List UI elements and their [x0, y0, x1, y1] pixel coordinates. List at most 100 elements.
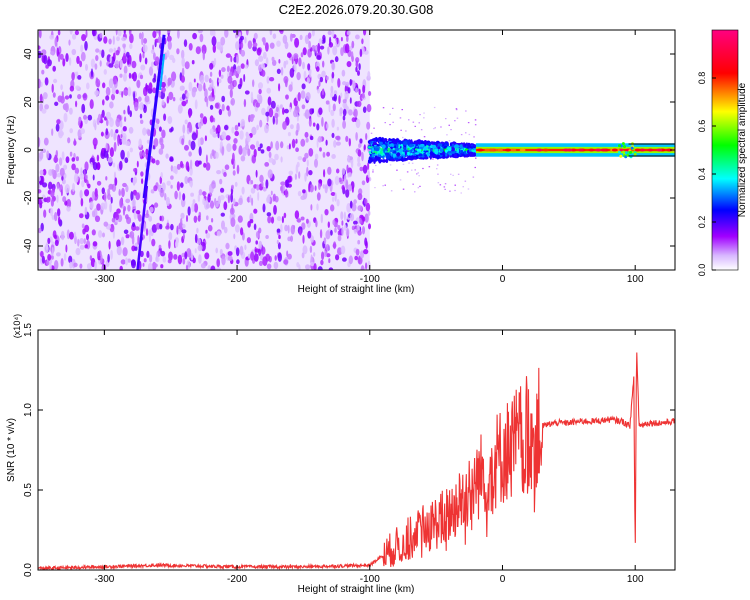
- noise-blob: [136, 160, 139, 168]
- noise-blob: [347, 184, 353, 192]
- snr-frame: [37, 329, 676, 571]
- noise-blob: [290, 235, 293, 242]
- noise-blob: [296, 161, 300, 168]
- noise-blob: [197, 244, 203, 252]
- noise-blob: [189, 180, 194, 187]
- noise-blob: [266, 76, 270, 84]
- noise-blob: [115, 212, 120, 221]
- noise-blob: [357, 239, 361, 245]
- scatter-pixel: [399, 117, 402, 119]
- noise-blob: [251, 197, 254, 206]
- colorbar: 0.0 0.2 0.4 0.6 0.8 Normalized spectral ampl…: [697, 29, 748, 277]
- noise-blob: [227, 109, 232, 117]
- scatter-pixel: [455, 109, 458, 111]
- noise-blob: [293, 53, 299, 60]
- band-blob: [398, 155, 402, 159]
- noise-blob: [238, 197, 243, 206]
- noise-blob: [115, 50, 120, 56]
- noise-blob: [318, 80, 321, 87]
- noise-blob: [270, 216, 275, 224]
- noise-blob: [271, 56, 275, 62]
- noise-blob: [100, 254, 103, 264]
- band-blob: [437, 143, 443, 147]
- noise-blob: [358, 88, 361, 96]
- scatter-pixel: [414, 169, 416, 171]
- noise-blob: [304, 34, 309, 45]
- band-blob: [469, 146, 473, 149]
- noise-blob: [253, 148, 257, 158]
- noise-blob: [54, 211, 58, 222]
- noise-blob: [170, 126, 174, 132]
- noise-blob: [321, 70, 326, 78]
- scatter-pixel: [465, 132, 467, 134]
- noise-blob: [108, 38, 112, 45]
- noise-blob: [42, 182, 48, 188]
- noise-blob: [206, 97, 209, 108]
- noise-blob: [95, 55, 99, 61]
- noise-blob: [275, 116, 279, 125]
- band-blob: [467, 149, 470, 154]
- noise-blob: [367, 162, 370, 171]
- noise-blob: [167, 40, 172, 50]
- noise-blob: [116, 245, 122, 256]
- noise-blob: [358, 255, 361, 265]
- band-blob: [448, 152, 453, 156]
- noise-blob: [306, 218, 309, 224]
- noise-blob: [309, 184, 314, 193]
- noise-blob: [303, 70, 307, 81]
- noise-blob: [211, 36, 217, 47]
- noise-blob: [345, 81, 350, 87]
- noise-blob: [148, 66, 154, 76]
- noise-blob: [77, 75, 82, 80]
- noise-blob: [145, 228, 149, 237]
- noise-blob: [117, 30, 122, 37]
- noise-blob: [142, 44, 148, 53]
- scatter-pixel: [417, 172, 419, 174]
- tone-peak: [504, 148, 511, 152]
- noise-blob: [221, 255, 226, 266]
- noise-blob: [231, 184, 234, 190]
- noise-blob: [151, 238, 156, 247]
- band-blob: [396, 152, 401, 157]
- noise-blob: [167, 116, 173, 124]
- noise-blob: [154, 202, 159, 208]
- noise-blob: [348, 138, 351, 147]
- noise-blob: [364, 237, 368, 247]
- noise-blob: [290, 224, 295, 235]
- band-blob: [450, 147, 455, 152]
- noise-blob: [363, 144, 366, 151]
- noise-blob: [277, 242, 281, 250]
- noise-blob: [55, 163, 60, 173]
- noise-blob: [131, 259, 136, 269]
- noise-blob: [153, 73, 157, 81]
- noise-blob: [138, 138, 142, 148]
- noise-blob: [347, 172, 352, 178]
- noise-blob: [284, 78, 288, 88]
- tone-peak: [484, 148, 491, 152]
- noise-blob: [272, 193, 276, 202]
- noise-blob: [168, 91, 174, 101]
- noise-blob: [184, 251, 188, 260]
- noise-blob: [179, 160, 184, 168]
- band-blob: [398, 148, 403, 153]
- noise-blob: [209, 30, 214, 36]
- noise-blob: [234, 130, 239, 137]
- noise-blob: [349, 213, 355, 222]
- noise-blob: [79, 213, 84, 219]
- noise-blob: [135, 226, 140, 231]
- noise-blob: [115, 30, 118, 36]
- noise-blob: [170, 184, 173, 189]
- band-blob: [391, 138, 396, 143]
- noise-blob: [47, 254, 52, 261]
- noise-blob: [221, 146, 225, 156]
- noise-blob: [297, 92, 301, 102]
- noise-blob: [66, 206, 71, 212]
- noise-blob: [50, 198, 55, 207]
- noise-blob: [119, 265, 123, 270]
- noise-blob: [319, 45, 325, 50]
- colorbar-tick-label: 0.0: [697, 264, 707, 277]
- noise-blob: [75, 156, 79, 162]
- noise-blob: [215, 247, 218, 254]
- noise-blob: [232, 143, 237, 151]
- noise-blob: [56, 194, 59, 203]
